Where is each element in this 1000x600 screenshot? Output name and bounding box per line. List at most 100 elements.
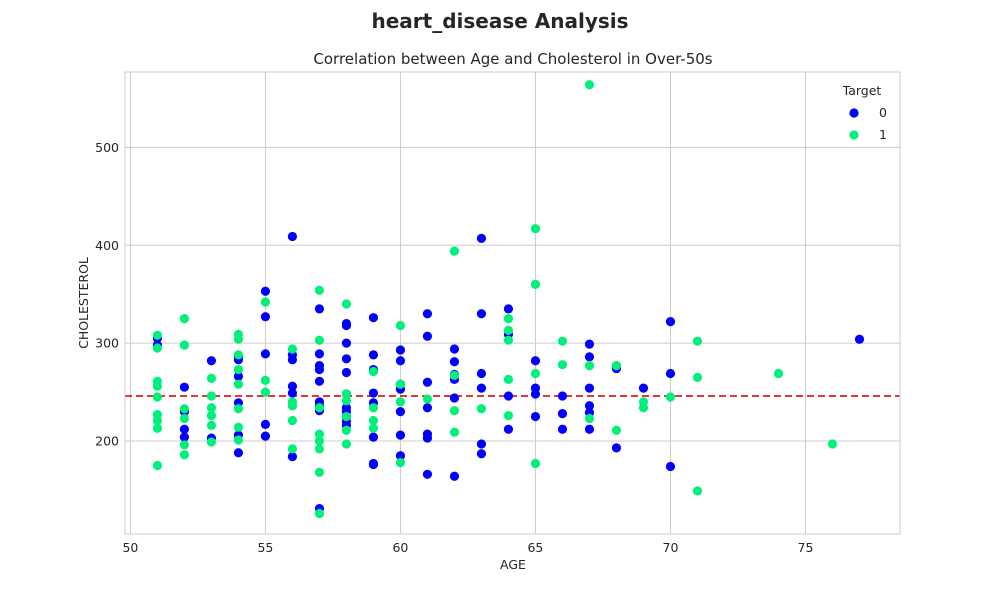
legend-label-target-1: 1 bbox=[879, 127, 887, 142]
data-point-target-1-9 bbox=[179, 314, 190, 324]
data-point-target-1-16 bbox=[206, 391, 217, 401]
data-point-target-1-30 bbox=[260, 375, 271, 385]
data-point-target-0-22 bbox=[287, 381, 298, 391]
data-point-target-0-95 bbox=[584, 424, 595, 434]
data-point-target-0-91 bbox=[584, 352, 595, 362]
data-point-target-0-46 bbox=[368, 350, 379, 360]
data-point-target-0-75 bbox=[476, 368, 487, 379]
data-point-target-0-35 bbox=[341, 320, 352, 331]
data-point-target-1-78 bbox=[584, 413, 595, 424]
data-point-target-0-88 bbox=[557, 409, 568, 419]
data-point-target-0-5 bbox=[179, 432, 190, 442]
data-point-target-1-84 bbox=[692, 336, 703, 346]
data-point-target-1-3 bbox=[152, 381, 163, 391]
data-point-target-1-76 bbox=[584, 80, 595, 90]
data-point-target-1-4 bbox=[152, 392, 163, 402]
data-point-target-0-57 bbox=[395, 407, 406, 417]
data-point-target-0-97 bbox=[611, 443, 622, 453]
data-point-target-0-23 bbox=[287, 388, 298, 398]
y-tick-label-500: 500 bbox=[95, 140, 119, 155]
data-point-target-1-53 bbox=[368, 415, 379, 426]
plot-background bbox=[125, 72, 900, 534]
data-point-target-1-42 bbox=[314, 444, 325, 454]
data-point-target-0-87 bbox=[557, 391, 568, 401]
data-point-target-0-72 bbox=[449, 471, 460, 481]
data-point-target-0-28 bbox=[314, 364, 325, 375]
data-point-target-1-19 bbox=[206, 420, 217, 430]
data-point-target-1-49 bbox=[341, 425, 352, 435]
data-point-target-1-39 bbox=[314, 403, 325, 413]
data-point-target-1-71 bbox=[530, 279, 541, 290]
data-point-target-1-40 bbox=[314, 429, 325, 439]
plot-area: 50 55 60 65 70 75 200 300 400 500 bbox=[95, 71, 901, 555]
data-point-target-1-59 bbox=[422, 394, 433, 404]
data-point-target-1-52 bbox=[368, 403, 379, 413]
chart-title: Correlation between Age and Cholesterol … bbox=[313, 50, 712, 68]
data-point-target-1-60 bbox=[449, 246, 460, 256]
data-point-target-0-37 bbox=[341, 354, 352, 364]
data-point-target-0-36 bbox=[341, 338, 352, 348]
data-point-target-0-81 bbox=[503, 391, 514, 401]
data-point-target-0-16 bbox=[260, 349, 271, 359]
data-point-target-1-87 bbox=[773, 368, 784, 379]
data-point-target-1-54 bbox=[368, 423, 379, 433]
x-tick-label-70: 70 bbox=[663, 540, 679, 555]
data-point-target-1-65 bbox=[503, 314, 514, 324]
data-point-target-1-80 bbox=[611, 425, 622, 435]
data-point-target-0-21 bbox=[287, 355, 298, 365]
data-point-target-0-82 bbox=[503, 424, 514, 434]
data-point-target-0-61 bbox=[422, 331, 433, 341]
data-point-target-1-86 bbox=[692, 486, 703, 496]
data-point-target-0-4 bbox=[179, 424, 190, 434]
x-tick-label-50: 50 bbox=[122, 540, 138, 555]
data-point-target-0-17 bbox=[260, 419, 271, 429]
data-point-target-1-74 bbox=[557, 336, 568, 346]
data-point-target-0-100 bbox=[665, 368, 676, 379]
data-point-target-1-73 bbox=[530, 458, 541, 469]
data-point-target-1-61 bbox=[449, 370, 460, 381]
data-point-target-1-67 bbox=[503, 335, 514, 345]
data-point-target-1-56 bbox=[395, 379, 406, 389]
data-point-target-0-101 bbox=[665, 461, 676, 472]
data-point-target-1-0 bbox=[152, 330, 163, 340]
data-point-target-0-76 bbox=[476, 383, 487, 393]
figure-suptitle: heart_disease Analysis bbox=[371, 9, 628, 33]
data-point-target-1-14 bbox=[179, 450, 190, 460]
data-point-target-0-26 bbox=[314, 349, 325, 359]
data-point-target-1-43 bbox=[314, 467, 325, 477]
data-point-target-0-63 bbox=[422, 403, 433, 413]
data-point-target-1-31 bbox=[260, 387, 271, 397]
data-point-target-1-64 bbox=[476, 404, 487, 414]
data-point-target-0-60 bbox=[422, 309, 433, 319]
data-point-target-1-28 bbox=[233, 435, 244, 445]
data-point-target-0-62 bbox=[422, 377, 433, 387]
data-point-target-0-2 bbox=[179, 382, 190, 392]
data-point-target-1-41 bbox=[314, 436, 325, 446]
data-point-target-0-10 bbox=[233, 371, 244, 382]
plot-frame bbox=[124, 71, 901, 535]
data-point-target-1-47 bbox=[341, 396, 352, 406]
data-point-target-0-54 bbox=[395, 356, 406, 366]
x-tick-label-65: 65 bbox=[527, 540, 543, 555]
data-point-target-0-71 bbox=[449, 393, 460, 403]
data-point-target-0-13 bbox=[233, 448, 244, 458]
data-point-target-1-66 bbox=[503, 325, 514, 336]
y-tick-labels: 200 300 400 500 bbox=[95, 140, 119, 449]
data-point-target-0-68 bbox=[449, 357, 460, 367]
data-point-target-1-35 bbox=[287, 415, 298, 426]
data-point-target-1-82 bbox=[638, 403, 649, 413]
data-point-target-1-11 bbox=[179, 404, 190, 414]
legend-label-target-0: 0 bbox=[879, 105, 887, 120]
data-point-target-0-53 bbox=[395, 345, 406, 355]
x-tick-label-75: 75 bbox=[798, 540, 814, 555]
data-point-target-1-48 bbox=[341, 411, 352, 422]
data-point-target-0-93 bbox=[584, 401, 595, 411]
data-point-target-1-46 bbox=[341, 389, 352, 399]
data-point-target-1-70 bbox=[530, 224, 541, 234]
series-target-0 bbox=[152, 231, 865, 514]
data-point-target-1-10 bbox=[179, 340, 190, 350]
data-point-target-0-6 bbox=[206, 356, 217, 366]
data-point-target-0-14 bbox=[260, 286, 271, 296]
data-point-target-0-38 bbox=[341, 367, 352, 378]
